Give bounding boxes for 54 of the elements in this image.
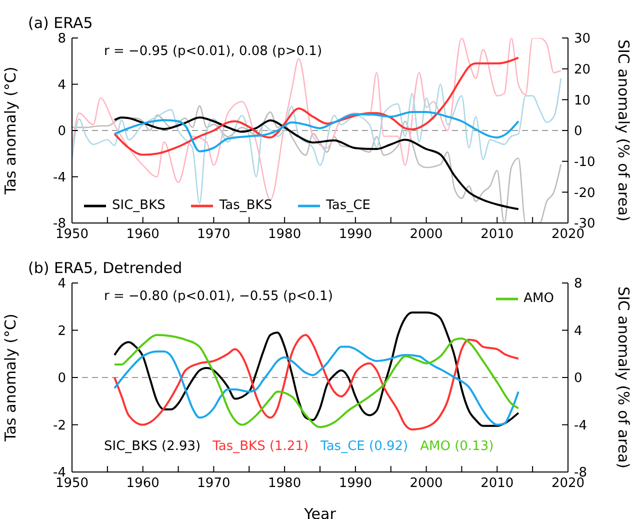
line-series	[114, 56, 520, 156]
y2-tick-label: -10	[574, 154, 596, 170]
x-tick-label: 2010	[480, 227, 514, 242]
annotation: AMO (0.13)	[420, 439, 494, 454]
y-tick-label: -2	[53, 418, 66, 434]
line-series	[114, 111, 520, 152]
y2-tick-label: 30	[574, 32, 591, 47]
y2-tick-label: -4	[574, 418, 587, 434]
x-tick-label: 2010	[480, 476, 514, 492]
y2-tick-label: 20	[574, 62, 591, 78]
x-tick-label: 1960	[126, 227, 160, 242]
y-tick-label: 0	[58, 124, 66, 140]
annotation: Tas_CE (0.92)	[320, 439, 408, 454]
x-tick-label: 1990	[338, 476, 372, 492]
annotation: r = −0.80 (p<0.01), −0.55 (p<0.1)	[104, 289, 333, 304]
annotation: Tas_BKS (1.21)	[212, 439, 309, 454]
annotation: r = −0.95 (p<0.01), 0.08 (p>0.1)	[104, 44, 322, 59]
chart-title: (a) ERA5	[28, 14, 93, 32]
y-tick-label: 0	[58, 371, 66, 386]
line-series	[114, 116, 520, 210]
x-tick-label: 2000	[410, 476, 443, 492]
line-series	[72, 38, 562, 201]
y2-tick-label: 0	[574, 124, 582, 140]
y2-axis-title: SIC anomaly (% of area)	[614, 39, 633, 222]
y2-tick-label: 0	[574, 371, 582, 386]
y2-tick-label: -20	[574, 186, 596, 201]
x-tick-label: 1960	[126, 476, 160, 492]
line-series	[72, 105, 562, 223]
line-series	[114, 346, 520, 426]
legend-label: Tas_CE	[326, 198, 370, 213]
annotation: SIC_BKS (2.93)	[104, 439, 201, 454]
chart-title: (b) ERA5, Detrended	[28, 259, 182, 277]
x-tick-label: 1970	[197, 476, 230, 492]
y-tick-label: 4	[58, 78, 66, 93]
y2-tick-label: 4	[574, 324, 582, 339]
y2-tick-label: 8	[574, 276, 582, 292]
y-tick-label: 4	[58, 276, 66, 292]
y-axis-title: Tas anomaly (°C)	[1, 66, 20, 196]
x-tick-label: 1970	[197, 227, 230, 242]
x-tick-label: 1990	[338, 227, 372, 242]
x-tick-label: 1980	[268, 476, 302, 492]
x-tick-label: 2000	[410, 227, 443, 242]
y-tick-label: 8	[58, 32, 66, 47]
legend-label: SIC_BKS	[112, 198, 166, 213]
x-axis-title: Year	[303, 505, 337, 519]
y2-axis-title: SIC anomaly (% of area)	[614, 286, 633, 469]
x-tick-label: 1980	[268, 227, 302, 242]
legend-label: AMO	[524, 291, 554, 306]
y2-tick-label: 10	[574, 93, 591, 108]
legend-label: Tas_BKS	[219, 198, 272, 213]
y-axis-title: Tas anomaly (°C)	[1, 314, 20, 442]
y-tick-label: -4	[53, 170, 66, 186]
y-tick-label: 2	[58, 324, 66, 339]
line-series	[114, 312, 520, 427]
